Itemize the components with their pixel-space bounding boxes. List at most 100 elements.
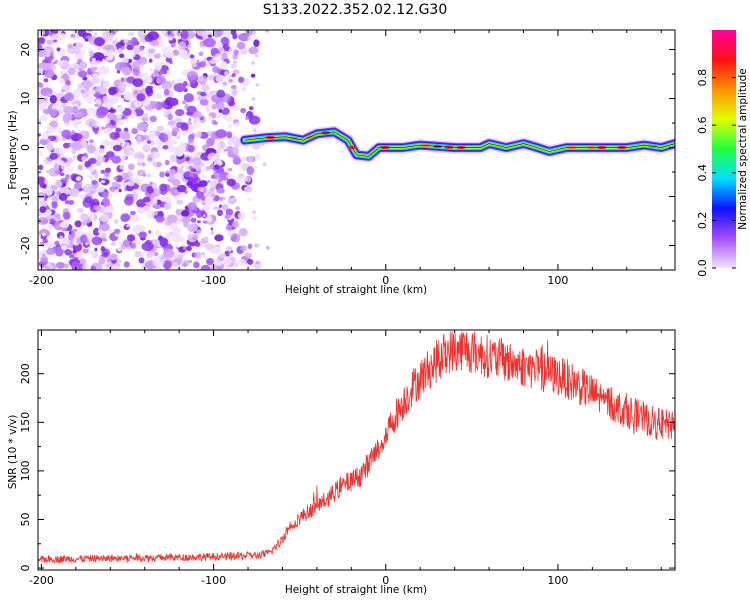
- noise-blob: [174, 108, 185, 117]
- noise-blob: [82, 248, 89, 254]
- y-tick-label: 50: [19, 512, 32, 526]
- noise-blob: [72, 249, 77, 254]
- noise-blob: [197, 151, 203, 156]
- noise-blob: [73, 64, 78, 70]
- noise-blob: [104, 139, 109, 145]
- noise-blob: [42, 184, 47, 189]
- noise-blob: [96, 185, 105, 193]
- noise-blob: [253, 243, 260, 248]
- noise-blob: [108, 49, 114, 54]
- noise-blob: [116, 247, 122, 252]
- noise-blob: [186, 105, 196, 114]
- noise-blob: [198, 51, 204, 57]
- colorbar-tick-label: 0.4: [696, 164, 709, 182]
- noise-blob: [170, 42, 176, 48]
- noise-blob: [227, 139, 233, 146]
- noise-blob: [221, 203, 229, 212]
- noise-blob: [44, 69, 55, 79]
- noise-blob: [232, 69, 240, 75]
- noise-blob: [117, 106, 125, 112]
- noise-blob: [169, 154, 179, 163]
- noise-blob: [176, 254, 184, 260]
- noise-blob: [75, 176, 82, 182]
- noise-blob: [70, 33, 76, 38]
- y-tick-label: -10: [19, 188, 32, 206]
- snr-y-axis-label: SNR (10 * v/v): [7, 415, 19, 490]
- noise-blob: [165, 173, 170, 177]
- snr-plot-area: [38, 330, 675, 570]
- noise-blob: [114, 228, 121, 234]
- noise-blob: [136, 199, 146, 208]
- noise-blob: [176, 159, 183, 165]
- noise-blob: [206, 137, 215, 147]
- noise-blob: [85, 144, 93, 150]
- noise-blob: [50, 52, 54, 57]
- noise-blob: [225, 208, 234, 216]
- noise-blob: [231, 73, 236, 78]
- noise-blob: [77, 70, 88, 78]
- noise-blob: [55, 247, 64, 257]
- noise-blob: [43, 197, 48, 202]
- noise-blob: [180, 30, 189, 40]
- noise-blob: [169, 60, 173, 65]
- noise-blob: [167, 113, 173, 121]
- noise-blob: [100, 169, 106, 174]
- x-tick-label: 0: [382, 574, 389, 587]
- snr-panel: -200 -100 0 100 200 150 100 50 0 Height of stra…: [7, 329, 676, 596]
- noise-blob: [223, 31, 232, 38]
- noise-blob: [78, 138, 81, 142]
- noise-blob: [80, 130, 87, 136]
- noise-blob: [143, 113, 149, 119]
- noise-blob: [50, 108, 58, 117]
- noise-blob: [98, 148, 105, 154]
- noise-blob: [163, 202, 172, 210]
- noise-blob: [75, 133, 83, 140]
- noise-blob: [77, 30, 87, 37]
- noise-blob: [102, 48, 108, 55]
- noise-blob: [232, 60, 238, 65]
- noise-blob: [157, 86, 163, 91]
- noise-blob: [231, 146, 240, 155]
- noise-blob: [166, 214, 178, 224]
- noise-blob: [97, 229, 103, 234]
- noise-blob: [98, 222, 110, 232]
- noise-blob: [64, 122, 70, 127]
- noise-blob: [192, 156, 202, 166]
- noise-blob: [243, 252, 253, 259]
- noise-blob: [200, 91, 207, 97]
- noise-blob: [134, 151, 144, 159]
- noise-blob: [146, 173, 152, 178]
- noise-blob: [189, 173, 194, 177]
- noise-blob: [91, 200, 95, 204]
- noise-blob: [216, 41, 223, 48]
- noise-blob: [181, 209, 190, 217]
- noise-blob: [111, 155, 122, 164]
- noise-blob: [141, 75, 152, 84]
- noise-blob: [252, 210, 256, 214]
- noise-blob: [82, 263, 90, 270]
- noise-blob: [111, 39, 118, 45]
- noise-blob: [232, 221, 240, 228]
- noise-blob: [91, 77, 101, 85]
- noise-blob: [100, 179, 106, 184]
- noise-blob: [101, 126, 106, 130]
- noise-blob: [230, 63, 237, 69]
- noise-blob: [240, 155, 248, 163]
- noise-blob: [91, 236, 103, 246]
- noise-blob: [71, 261, 81, 270]
- spectrogram-frame: [37, 29, 676, 271]
- noise-blob: [171, 233, 181, 243]
- noise-blob: [57, 127, 63, 134]
- noise-blob: [42, 238, 48, 244]
- y-tick-label: 0: [19, 144, 32, 151]
- noise-blob: [248, 46, 259, 55]
- noise-blob: [243, 145, 250, 150]
- noise-blob: [89, 89, 96, 95]
- noise-blob: [174, 148, 185, 157]
- noise-blob: [158, 69, 165, 75]
- noise-blob: [255, 83, 260, 87]
- noise-blob: [123, 261, 130, 268]
- noise-blob: [118, 81, 127, 92]
- noise-blob: [60, 103, 66, 108]
- chart-title: S133.2022.352.02.12.G30: [263, 2, 448, 18]
